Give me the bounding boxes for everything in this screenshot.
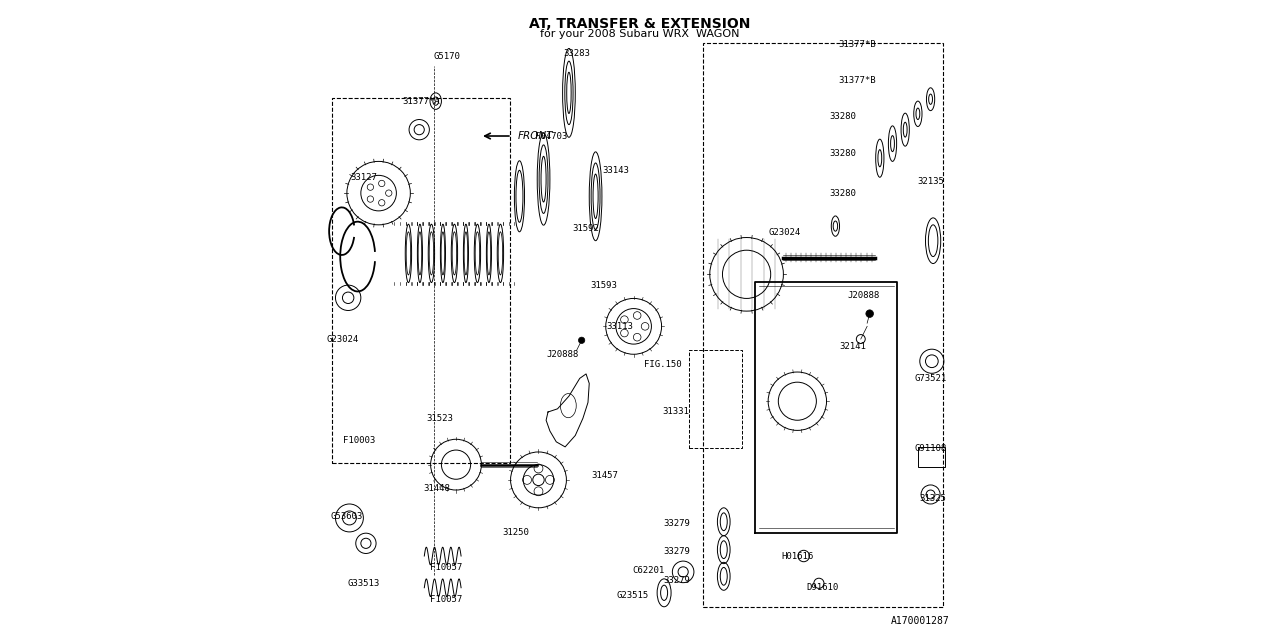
Text: G5170: G5170 xyxy=(433,52,460,61)
Text: 33283: 33283 xyxy=(563,49,590,58)
Text: 33279: 33279 xyxy=(663,575,690,584)
Text: 31377*A: 31377*A xyxy=(402,97,440,106)
Text: G23024: G23024 xyxy=(326,335,360,344)
Text: G23515: G23515 xyxy=(616,591,649,600)
Text: H01616: H01616 xyxy=(781,552,814,561)
Bar xyxy=(704,44,943,607)
Text: 33143: 33143 xyxy=(603,166,630,175)
Text: 33280: 33280 xyxy=(829,113,856,122)
Text: F04703: F04703 xyxy=(535,131,567,141)
Text: J20888: J20888 xyxy=(547,350,579,360)
Text: 31523: 31523 xyxy=(426,414,453,423)
Text: AT, TRANSFER & EXTENSION: AT, TRANSFER & EXTENSION xyxy=(530,17,750,31)
Text: G23024: G23024 xyxy=(768,228,801,237)
Text: 31377*B: 31377*B xyxy=(838,76,877,84)
Text: 33279: 33279 xyxy=(663,547,690,556)
Text: 31377*B: 31377*B xyxy=(838,40,877,49)
Bar xyxy=(690,350,741,448)
Circle shape xyxy=(865,310,873,317)
Text: 33279: 33279 xyxy=(663,518,690,527)
Circle shape xyxy=(579,337,585,344)
Text: 33127: 33127 xyxy=(351,173,378,182)
Bar xyxy=(918,447,945,467)
Text: FIG.150: FIG.150 xyxy=(644,360,682,369)
Text: 32135: 32135 xyxy=(918,177,945,186)
Text: 31325: 31325 xyxy=(919,495,946,504)
Text: G91108: G91108 xyxy=(914,444,947,452)
Text: J20888: J20888 xyxy=(847,291,879,300)
Text: F10057: F10057 xyxy=(430,595,462,604)
Text: 32141: 32141 xyxy=(840,342,867,351)
Text: 31250: 31250 xyxy=(503,528,530,537)
Text: 31448: 31448 xyxy=(424,484,451,493)
Text: 31457: 31457 xyxy=(591,471,618,480)
Text: G73521: G73521 xyxy=(914,374,947,383)
Bar xyxy=(333,98,509,463)
Text: 31593: 31593 xyxy=(590,280,617,290)
Text: A170001287: A170001287 xyxy=(891,616,950,626)
Text: G33513: G33513 xyxy=(348,579,380,588)
Text: G53603: G53603 xyxy=(330,512,364,521)
Text: 31592: 31592 xyxy=(572,223,599,232)
Text: FRONT: FRONT xyxy=(518,131,554,141)
Text: for your 2008 Subaru WRX  WAGON: for your 2008 Subaru WRX WAGON xyxy=(540,29,740,40)
Text: 33113: 33113 xyxy=(607,322,634,331)
Text: F10057: F10057 xyxy=(430,563,462,572)
Text: F10003: F10003 xyxy=(343,436,376,445)
Text: 33280: 33280 xyxy=(829,149,856,158)
Text: 31331: 31331 xyxy=(662,408,689,417)
Text: 33280: 33280 xyxy=(829,189,856,198)
Text: D91610: D91610 xyxy=(806,583,838,592)
Text: C62201: C62201 xyxy=(632,566,664,575)
